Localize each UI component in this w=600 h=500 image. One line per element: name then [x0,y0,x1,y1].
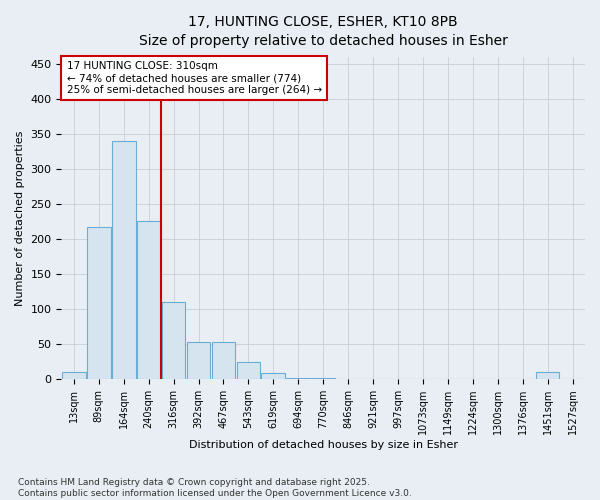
Bar [286,378,310,379]
X-axis label: Distribution of detached houses by size in Esher: Distribution of detached houses by size … [189,440,458,450]
Bar [87,227,110,379]
Bar [236,362,260,379]
Text: Contains HM Land Registry data © Crown copyright and database right 2025.
Contai: Contains HM Land Registry data © Crown c… [18,478,412,498]
Bar [112,140,136,379]
Bar [187,342,211,379]
Y-axis label: Number of detached properties: Number of detached properties [15,130,25,306]
Title: 17, HUNTING CLOSE, ESHER, KT10 8PB
Size of property relative to detached houses : 17, HUNTING CLOSE, ESHER, KT10 8PB Size … [139,15,508,48]
Bar [536,372,559,379]
Bar [137,222,161,379]
Bar [162,302,185,379]
Bar [262,374,285,379]
Bar [311,378,335,379]
Bar [62,372,86,379]
Bar [212,342,235,379]
Text: 17 HUNTING CLOSE: 310sqm
← 74% of detached houses are smaller (774)
25% of semi-: 17 HUNTING CLOSE: 310sqm ← 74% of detach… [67,62,322,94]
